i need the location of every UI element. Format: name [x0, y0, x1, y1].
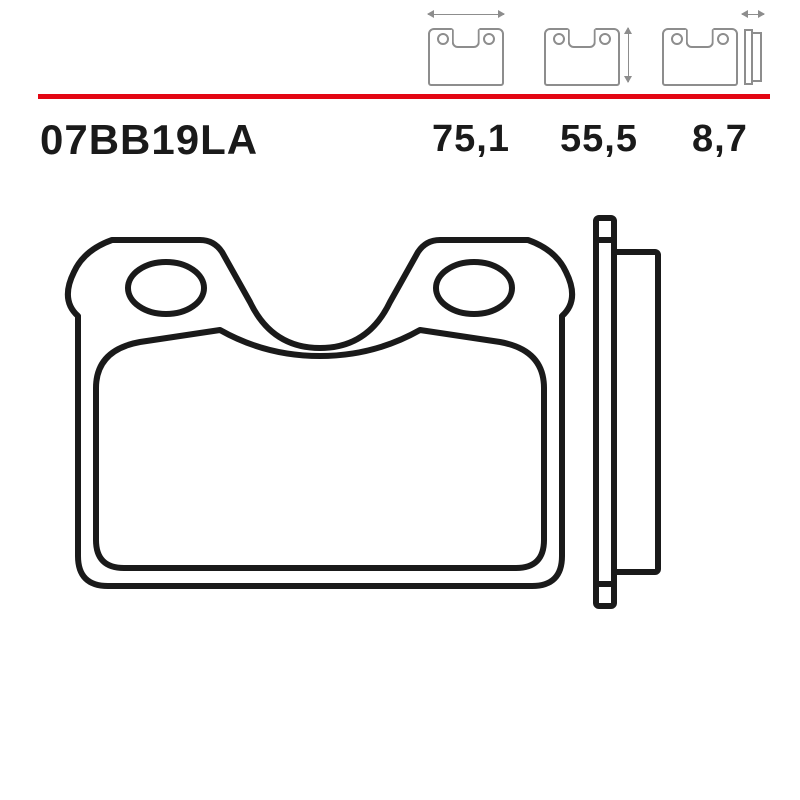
mount-hole-left [128, 262, 204, 314]
technical-drawing [0, 0, 800, 800]
front-outline [68, 240, 572, 586]
mount-hole-right [436, 262, 512, 314]
friction-pad-outline [96, 330, 544, 568]
side-friction-block [614, 252, 658, 572]
spec-sheet: 07BB19LA 75,1 55,5 8,7 [0, 0, 800, 800]
